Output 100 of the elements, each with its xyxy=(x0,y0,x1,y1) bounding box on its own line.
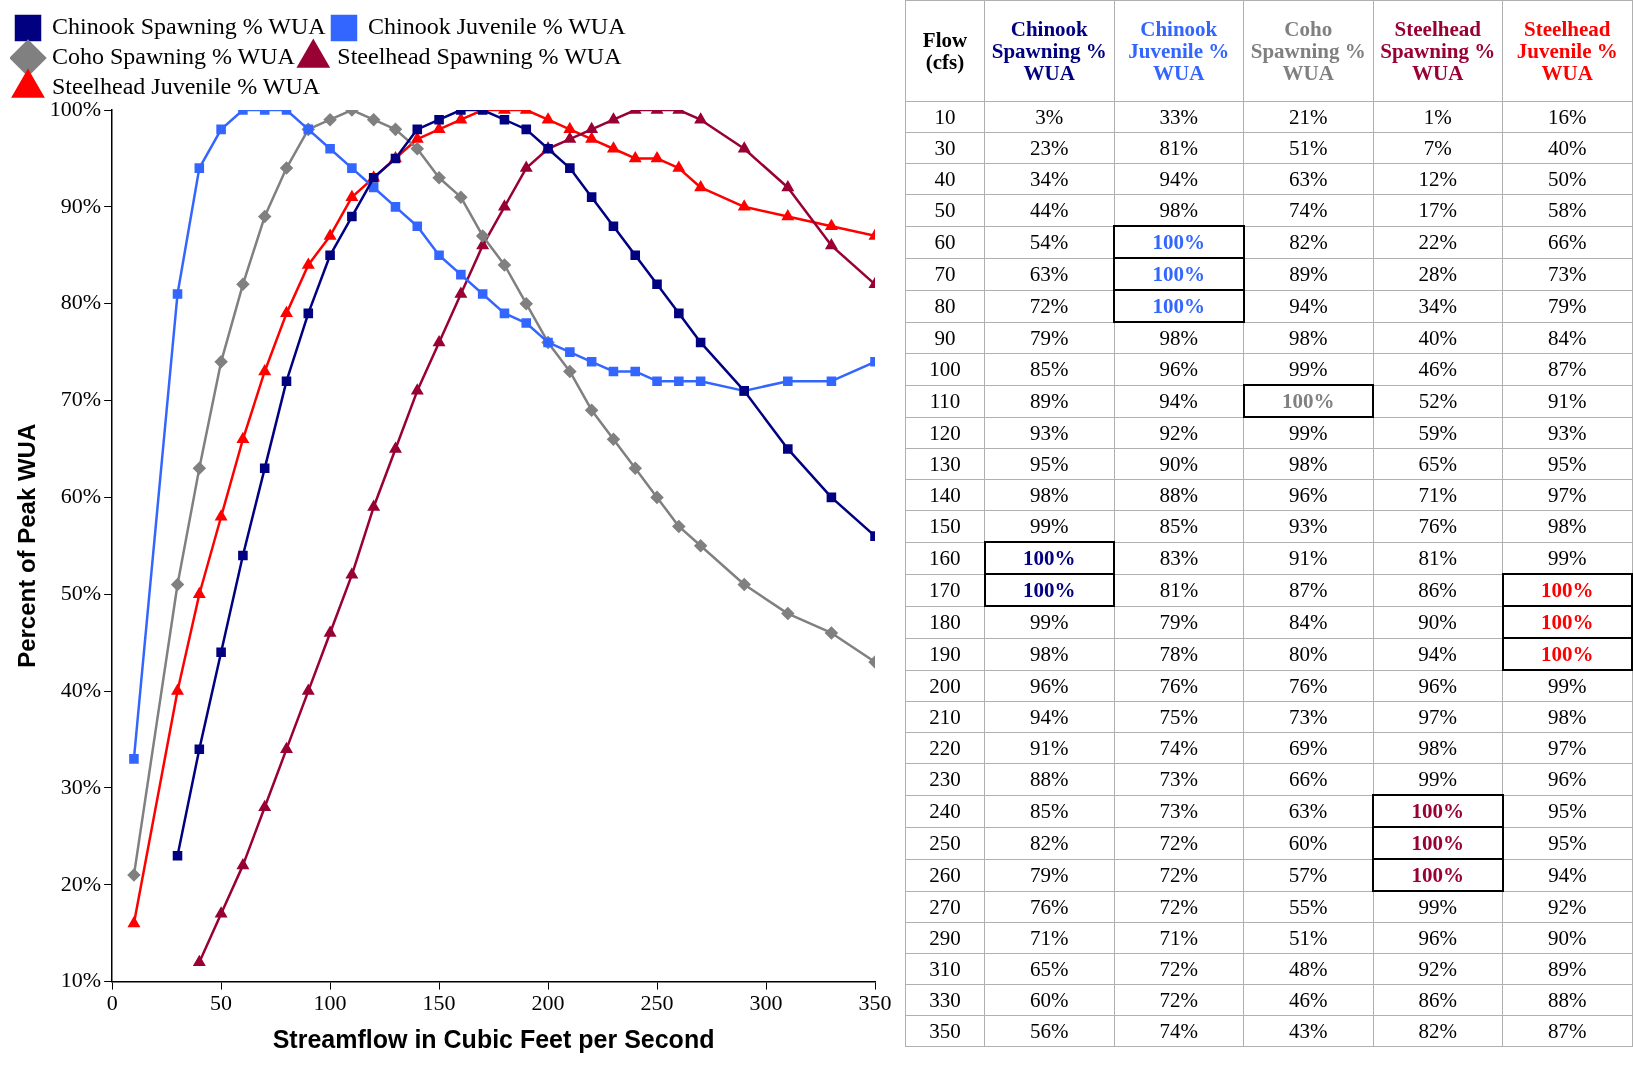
y-tick-label: 80% xyxy=(60,289,102,315)
x-tick-label: 50 xyxy=(210,990,233,1016)
y-tick-label: 220 xyxy=(905,732,985,764)
data-label: 94% xyxy=(1502,859,1632,891)
data-label: 85% xyxy=(1114,510,1244,542)
data-label: 58% xyxy=(1502,194,1632,226)
data-label: 59% xyxy=(1373,417,1503,449)
y-tick-label: 90% xyxy=(60,192,102,218)
x-tick-label: Chinook Juvenile % WUA xyxy=(1114,0,1244,102)
x-tick-label: Steelhead Spawning % WUA xyxy=(1373,0,1503,102)
data-label: 3% xyxy=(984,101,1114,133)
x-tick-label: 150 xyxy=(422,990,456,1016)
y-tick-label: 210 xyxy=(905,701,985,733)
data-label: 66% xyxy=(1502,226,1632,258)
data-label: 100% xyxy=(1502,638,1632,670)
data-label: 40% xyxy=(1502,132,1632,164)
data-label: 84% xyxy=(1502,322,1632,354)
data-label: 99% xyxy=(984,510,1114,542)
y-axis-title: Percent of Peak WUA xyxy=(13,423,41,668)
data-label: 94% xyxy=(1114,385,1244,417)
data-label: 85% xyxy=(984,353,1114,385)
data-label: 98% xyxy=(1373,732,1503,764)
data-label: 98% xyxy=(1114,194,1244,226)
data-label: 73% xyxy=(1243,701,1373,733)
data-label: 96% xyxy=(1243,479,1373,511)
data-label: 88% xyxy=(1502,984,1632,1016)
data-label: 76% xyxy=(1373,510,1503,542)
x-axis-title: Streamflow in Cubic Feet per Second xyxy=(272,1024,715,1053)
data-label: 71% xyxy=(1114,922,1244,954)
data-label: 72% xyxy=(1114,827,1244,859)
data-label: 89% xyxy=(1243,258,1373,290)
data-label: 73% xyxy=(1114,763,1244,795)
x-tick-label: 200 xyxy=(531,990,565,1016)
data-label: 90% xyxy=(1114,448,1244,480)
data-label: 74% xyxy=(1243,194,1373,226)
y-tick-label: 10% xyxy=(60,967,102,993)
data-label: 94% xyxy=(1243,290,1373,322)
data-label: 52% xyxy=(1373,385,1503,417)
data-label: 1% xyxy=(1373,101,1503,133)
data-label: 79% xyxy=(984,322,1114,354)
data-label: 92% xyxy=(1502,891,1632,923)
data-label: 63% xyxy=(1243,163,1373,195)
y-tick-label: 80 xyxy=(905,290,985,322)
data-label: 76% xyxy=(1114,670,1244,702)
data-label: 100% xyxy=(1114,258,1244,290)
y-tick-label: 40% xyxy=(60,676,102,702)
data-label: 90% xyxy=(1502,922,1632,954)
data-label: 76% xyxy=(984,891,1114,923)
data-label: 91% xyxy=(1502,385,1632,417)
data-label: 97% xyxy=(1502,732,1632,764)
data-label: 7% xyxy=(1373,132,1503,164)
data-label: 88% xyxy=(1114,479,1244,511)
data-label: 74% xyxy=(1114,732,1244,764)
data-label: 33% xyxy=(1114,101,1244,133)
data-label: 97% xyxy=(1373,701,1503,733)
data-label: 90% xyxy=(1373,606,1503,638)
data-label: 60% xyxy=(1243,827,1373,859)
data-label: 99% xyxy=(1243,353,1373,385)
data-label: 65% xyxy=(1373,448,1503,480)
data-label: 100% xyxy=(1502,606,1632,638)
data-label: 69% xyxy=(1243,732,1373,764)
data-label: 96% xyxy=(1114,353,1244,385)
y-tick-label: 190 xyxy=(905,638,985,670)
data-label: 56% xyxy=(984,1015,1114,1047)
y-tick-label: 10 xyxy=(905,101,985,133)
data-label: 100% xyxy=(1502,574,1632,606)
y-tick-label: 50% xyxy=(60,580,102,605)
data-label: 99% xyxy=(1502,542,1632,574)
data-label: 89% xyxy=(1502,953,1632,985)
data-label: 72% xyxy=(1114,984,1244,1016)
data-label: 100% xyxy=(1373,859,1503,891)
y-tick-label: 60 xyxy=(905,226,985,258)
x-tick-label: Steelhead Juvenile % WUA xyxy=(1502,0,1632,102)
data-label: 80% xyxy=(1243,638,1373,670)
data-label: 95% xyxy=(984,448,1114,480)
data-label: 97% xyxy=(1502,479,1632,511)
data-label: 63% xyxy=(1243,795,1373,827)
data-label: 93% xyxy=(1502,417,1632,449)
y-tick-label: 160 xyxy=(905,542,985,574)
x-tick-label: 300 xyxy=(749,990,783,1016)
data-label: 55% xyxy=(1243,891,1373,923)
data-label: 98% xyxy=(1502,510,1632,542)
data-label: 81% xyxy=(1114,574,1244,606)
y-tick-label: 100 xyxy=(905,353,985,385)
y-tick-label: 270 xyxy=(905,891,985,923)
data-label: 96% xyxy=(1502,763,1632,795)
y-tick-label: 90 xyxy=(905,322,985,354)
data-label: 43% xyxy=(1243,1015,1373,1047)
data-label: 17% xyxy=(1373,194,1503,226)
x-tick-label: 250 xyxy=(640,990,674,1016)
data-label: 72% xyxy=(984,290,1114,322)
data-label: 54% xyxy=(984,226,1114,258)
data-label: 73% xyxy=(1502,258,1632,290)
data-label: 51% xyxy=(1243,132,1373,164)
data-label: 95% xyxy=(1502,827,1632,859)
data-label: 34% xyxy=(1373,290,1503,322)
data-label: 81% xyxy=(1114,132,1244,164)
data-label: 57% xyxy=(1243,859,1373,891)
y-tick-label: 30 xyxy=(905,132,985,164)
y-tick-label: 30% xyxy=(60,773,102,799)
